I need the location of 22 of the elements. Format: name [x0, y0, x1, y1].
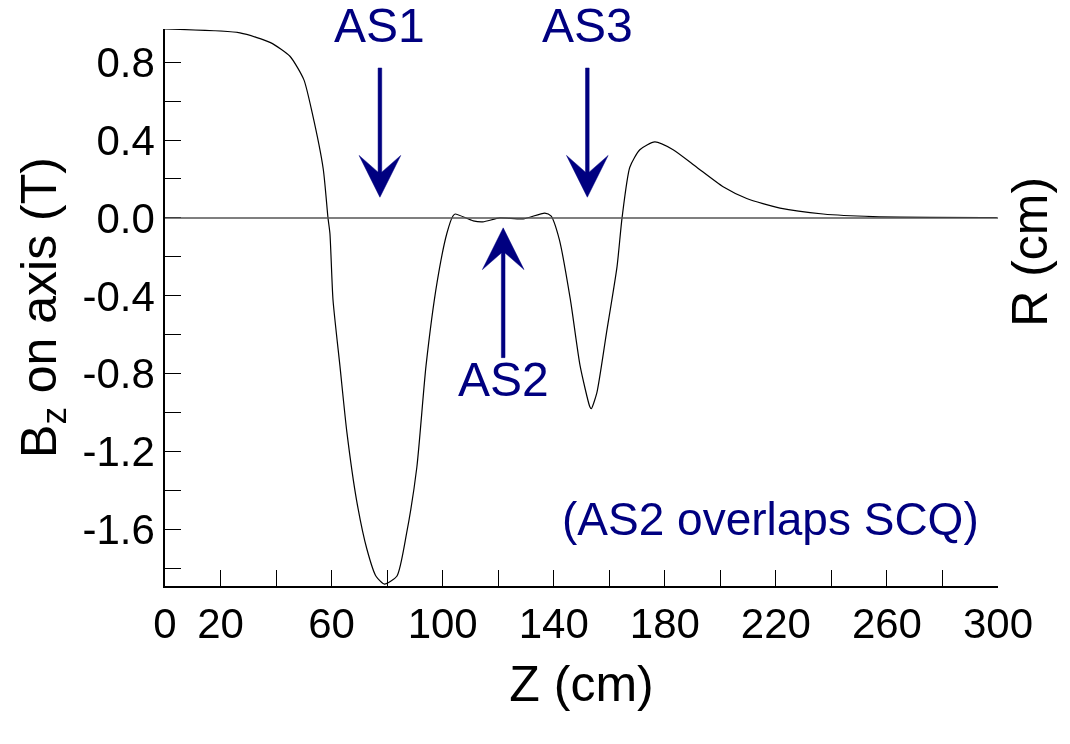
x-tick-label: 100: [407, 600, 478, 648]
y-tick-label: -1.2: [82, 428, 155, 476]
annotation: AS1: [334, 0, 425, 52]
y2-axis-title: R (cm): [1002, 176, 1059, 327]
x-tick-label: 140: [518, 600, 589, 648]
y-tick-label: -1.6: [82, 506, 155, 554]
annotation: (AS2 overlaps SCQ): [562, 493, 979, 545]
annotation: AS3: [542, 0, 633, 52]
y-tick-label: 0.8: [96, 38, 155, 86]
annotation: AS2: [458, 353, 549, 406]
y-tick-label: 0.0: [96, 194, 155, 242]
x-tick-label: 220: [740, 600, 811, 648]
x-tick-label: 260: [851, 600, 922, 648]
y-tick-label: -0.8: [82, 350, 155, 398]
y-tick-label: -0.4: [82, 272, 155, 320]
x-tick-label: 180: [629, 600, 700, 648]
x-tick-label: 20: [197, 600, 244, 648]
x-tick-label: 0: [153, 600, 177, 648]
x-tick-label: 300: [962, 600, 1034, 648]
y-tick-label: 0.4: [96, 116, 155, 164]
x-axis-title: Z (cm): [509, 656, 654, 713]
x-tick-label: 60: [308, 600, 355, 648]
